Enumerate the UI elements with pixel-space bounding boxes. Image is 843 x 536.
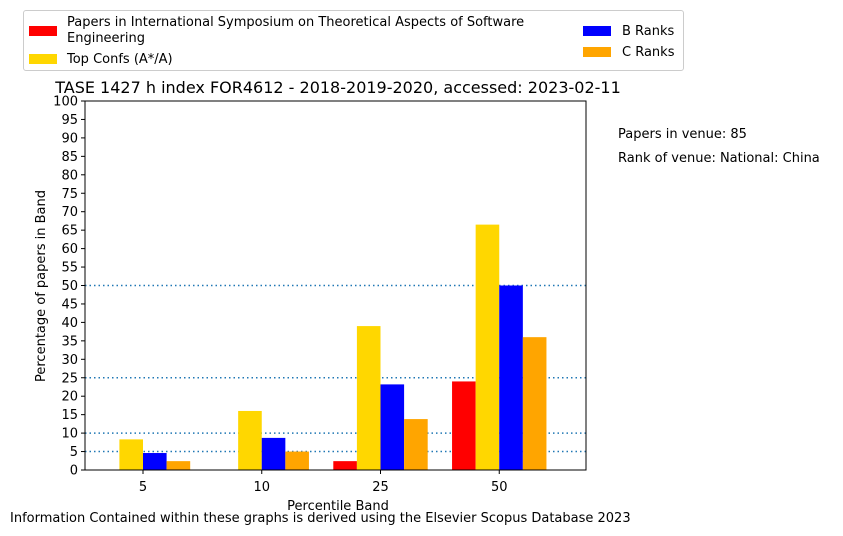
y-tick-label-60: 60 xyxy=(61,242,78,257)
papers-in-venue: Papers in venue: 85 xyxy=(618,127,747,142)
bar-2-10 xyxy=(261,437,286,470)
y-tick-label-35: 35 xyxy=(61,334,78,349)
y-tick-label-30: 30 xyxy=(61,353,78,368)
y-tick-label-0: 0 xyxy=(70,464,78,479)
bar-0-50 xyxy=(452,381,476,470)
legend: Papers in International Symposium on The… xyxy=(23,10,684,71)
legend-swatch-venue xyxy=(29,26,57,36)
bar-3-10 xyxy=(285,451,309,470)
rank-of-venue: Rank of venue: National: China xyxy=(618,151,820,166)
legend-swatch-top-confs xyxy=(29,54,57,64)
legend-label-b-ranks: B Ranks xyxy=(622,24,675,39)
y-tick-label-90: 90 xyxy=(61,131,78,146)
y-tick-label-50: 50 xyxy=(61,279,78,294)
x-tick-label-5: 5 xyxy=(139,480,147,495)
bar-3-50 xyxy=(522,337,547,470)
data-source-footer: Information Contained within these graph… xyxy=(10,511,631,526)
bar-0-25 xyxy=(333,461,357,470)
chart-title: TASE 1427 h index FOR4612 - 2018-2019-20… xyxy=(54,78,621,97)
x-tick-label-50: 50 xyxy=(491,480,508,495)
bar-1-50 xyxy=(475,224,500,470)
bar-3-5 xyxy=(166,461,191,470)
y-tick-label-95: 95 xyxy=(61,113,78,128)
y-tick-label-70: 70 xyxy=(61,205,78,220)
bar-2-5 xyxy=(143,453,167,470)
y-tick-label-55: 55 xyxy=(61,261,78,276)
x-tick-label-25: 25 xyxy=(372,480,389,495)
y-tick-label-20: 20 xyxy=(61,390,78,405)
bar-3-25 xyxy=(404,419,428,470)
legend-label-top-confs: Top Confs (A*/A) xyxy=(67,52,173,67)
y-tick-label-100: 100 xyxy=(53,95,78,110)
y-tick-label-65: 65 xyxy=(61,224,78,239)
bar-2-50 xyxy=(499,285,523,470)
y-tick-label-75: 75 xyxy=(61,187,78,202)
legend-swatch-b-ranks xyxy=(583,26,611,36)
y-tick-label-85: 85 xyxy=(61,150,78,165)
y-tick-label-40: 40 xyxy=(61,316,78,331)
bar-1-5 xyxy=(119,439,143,470)
legend-swatch-c-ranks xyxy=(583,47,611,57)
bar-1-10 xyxy=(238,410,262,470)
legend-label-c-ranks: C Ranks xyxy=(622,45,675,60)
y-tick-label-15: 15 xyxy=(61,408,78,423)
y-tick-label-45: 45 xyxy=(61,297,78,312)
legend-label-venue-line2: Engineering xyxy=(67,31,145,46)
x-tick-label-10: 10 xyxy=(253,480,270,495)
x-axis-label: Percentile Band xyxy=(287,499,389,514)
y-tick-label-25: 25 xyxy=(61,371,78,386)
legend-label-venue-line1: Papers in International Symposium on The… xyxy=(67,15,525,30)
y-tick-label-80: 80 xyxy=(61,168,78,183)
y-axis-label: Percentage of papers in Band xyxy=(34,190,49,382)
y-tick-label-5: 5 xyxy=(70,445,78,460)
y-tick-label-10: 10 xyxy=(61,427,78,442)
bar-1-25 xyxy=(356,326,381,470)
bar-2-25 xyxy=(380,384,405,470)
